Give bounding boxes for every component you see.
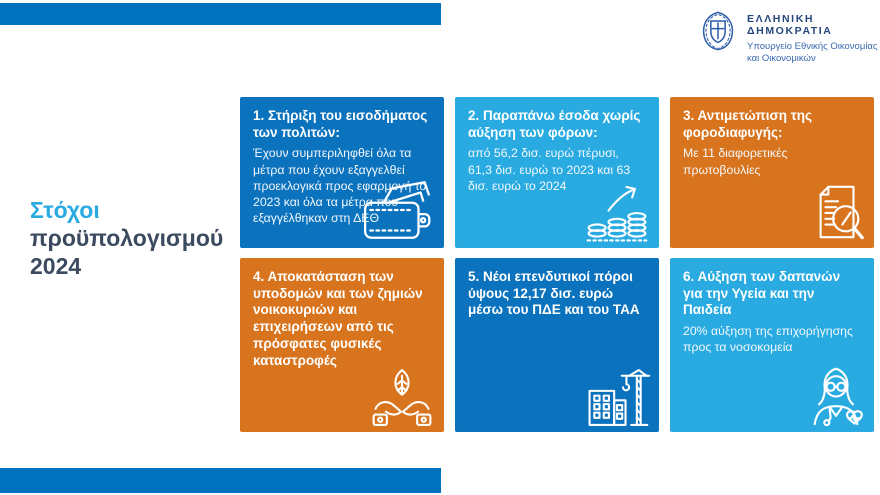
page-title: Στόχοι προϋπολογισμού 2024 [30, 196, 223, 280]
card-title: 2. Παραπάνω έσοδα χωρίς αύξηση των φόρων… [468, 108, 641, 140]
page-title-line1: Στόχοι [30, 197, 100, 223]
card-title: 1. Στήριξη του εισοδήματος των πολιτών: [253, 108, 428, 140]
page-title-line2: προϋπολογισμού [30, 225, 224, 251]
wallet-icon [361, 179, 437, 243]
government-logo-text: ΕΛΛΗΝΙΚΗ ΔΗΜΟΚΡΑΤΙΑ Υπουργείο Εθνικής Οι… [747, 9, 880, 65]
doctor-icon [805, 365, 867, 427]
card-title: 4. Αποκατάσταση των υποδομών και των ζημ… [253, 269, 423, 368]
goal-card-1-income-support: 1. Στήριξη του εισοδήματος των πολιτών: … [240, 97, 444, 248]
hands-leaf-icon [367, 368, 437, 427]
card-body: Με 11 διαφορετικές πρωτοβουλίες [683, 146, 788, 177]
goal-cards-grid: 1. Στήριξη του εισοδήματος των πολιτών: … [240, 97, 874, 432]
top-accent-bar [0, 3, 441, 25]
card-title: 6. Αύξηση των δαπανών για την Υγεία και … [683, 269, 841, 318]
logo-ministry-line1: Υπουργείο Εθνικής Οικονομίας [747, 41, 878, 52]
goal-card-3-tax-evasion: 3. Αντιμετώπιση της φοροδιαφυγής: Με 11 … [670, 97, 874, 248]
card-body: από 56,2 δισ. ευρώ πέρυσι, 61,3 δισ. ευρ… [468, 146, 631, 193]
goal-card-6-health-education: 6. Αύξηση των δαπανών για την Υγεία και … [670, 258, 874, 432]
crane-building-icon [582, 368, 652, 427]
card-title: 3. Αντιμετώπιση της φοροδιαφυγής: [683, 108, 812, 140]
goal-card-4-disaster-recovery: 4. Αποκατάσταση των υποδομών και των ζημ… [240, 258, 444, 432]
logo-org-name: ΕΛΛΗΝΙΚΗ ΔΗΜΟΚΡΑΤΙΑ [747, 13, 833, 37]
coins-growth-icon [582, 184, 652, 243]
page-title-line3: 2024 [30, 253, 82, 279]
audit-magnifier-icon [809, 181, 867, 243]
bottom-accent-bar [0, 468, 441, 493]
greek-republic-emblem-icon [698, 9, 738, 52]
card-body: 20% αύξηση της επιχορήγησης προς τα νοσο… [683, 324, 853, 355]
government-logo: ΕΛΛΗΝΙΚΗ ΔΗΜΟΚΡΑΤΙΑ Υπουργείο Εθνικής Οι… [698, 9, 880, 65]
card-body: Έχουν συμπεριληφθεί όλα τα μέτρα που έχο… [253, 146, 427, 226]
logo-ministry-line2: και Οικονομικών [747, 53, 816, 64]
card-title: 5. Νέοι επενδυτικοί πόροι ύψους 12,17 δι… [468, 269, 640, 318]
goal-card-2-revenue: 2. Παραπάνω έσοδα χωρίς αύξηση των φόρων… [455, 97, 659, 248]
goal-card-5-investment: 5. Νέοι επενδυτικοί πόροι ύψους 12,17 δι… [455, 258, 659, 432]
